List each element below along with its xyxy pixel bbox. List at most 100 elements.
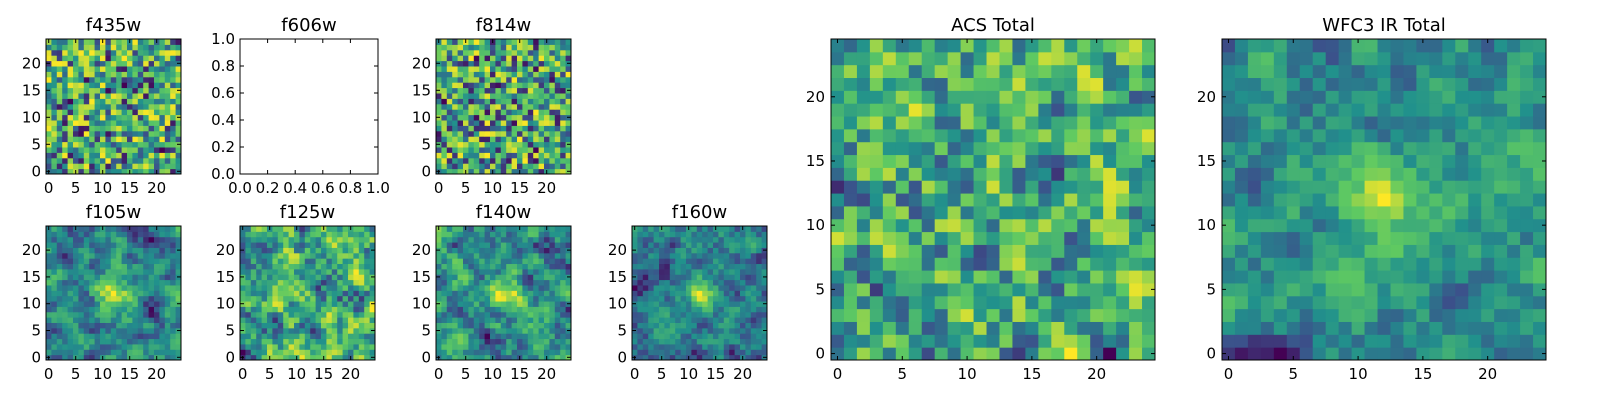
heatmap-cell <box>1064 334 1078 348</box>
heatmap-cell <box>288 322 295 329</box>
heatmap-cell <box>490 290 496 297</box>
heatmap-cell <box>127 114 133 121</box>
heatmap-cell <box>452 317 459 323</box>
heatmap-cell <box>100 60 106 67</box>
heatmap-cell <box>315 306 322 313</box>
heatmap-cell <box>1090 282 1104 297</box>
heatmap-cell <box>1286 257 1301 271</box>
heatmap-cell <box>696 311 703 318</box>
heatmap-cell <box>691 258 698 265</box>
heatmap-cell <box>164 247 171 254</box>
heatmap-cell <box>1077 295 1091 310</box>
heatmap-cell <box>299 301 306 307</box>
heatmap-cell <box>1325 347 1340 361</box>
heatmap-cell <box>457 226 464 232</box>
heatmap-cell <box>261 247 268 254</box>
heatmap-cell <box>882 128 897 143</box>
heatmap-cell <box>527 130 534 137</box>
heatmap-cell <box>1507 244 1521 258</box>
heatmap-cell <box>369 268 376 275</box>
heatmap-cell <box>511 279 518 286</box>
heatmap-cell <box>560 274 567 281</box>
heatmap-cell <box>1507 257 1521 271</box>
heatmap-cell <box>94 268 101 275</box>
heatmap-cell <box>554 163 561 170</box>
heatmap-cell <box>116 49 123 56</box>
heatmap-cell <box>143 147 150 153</box>
heatmap-cell <box>653 274 660 281</box>
panel-title: f814w <box>476 15 531 36</box>
heatmap-cell <box>73 252 79 259</box>
heatmap-cell <box>342 279 349 286</box>
heatmap-cell <box>473 263 480 270</box>
heatmap-cell <box>1051 103 1065 117</box>
heatmap-cell <box>256 317 263 323</box>
heatmap-cell <box>560 103 567 110</box>
heatmap-cell <box>522 333 529 340</box>
heatmap-cell <box>358 263 365 270</box>
heatmap-cell <box>506 168 513 175</box>
heatmap-cell <box>452 157 459 164</box>
heatmap-cell <box>294 247 300 254</box>
heatmap-cell <box>934 77 949 91</box>
heatmap-cell <box>1064 64 1078 79</box>
heatmap-cell <box>463 163 469 170</box>
heatmap-cell <box>267 290 273 297</box>
heatmap-cell <box>560 290 567 297</box>
heatmap-cell <box>973 167 988 181</box>
heatmap-cell <box>256 279 263 286</box>
heatmap-cell <box>170 301 177 307</box>
heatmap-cell <box>869 77 884 91</box>
heatmap-cell <box>1012 167 1026 181</box>
heatmap-cell <box>348 349 354 356</box>
heatmap-cell <box>1403 321 1417 335</box>
heatmap-cell <box>272 268 279 275</box>
heatmap-cell <box>321 290 327 297</box>
heatmap-cell <box>331 242 338 248</box>
heatmap-cell <box>484 279 491 286</box>
heatmap-cell <box>740 333 746 340</box>
heatmap-cell <box>1129 180 1143 194</box>
heatmap-cell <box>560 66 567 72</box>
heatmap-cell <box>170 258 177 265</box>
heatmap-cell <box>56 226 63 232</box>
heatmap-cell <box>527 290 534 297</box>
heatmap-cell <box>718 301 725 307</box>
heatmap-cell <box>143 317 150 323</box>
heatmap-cell <box>67 231 74 238</box>
heatmap-cell <box>500 274 507 281</box>
heatmap-cell <box>452 258 459 265</box>
heatmap-cell <box>565 163 572 170</box>
heatmap-cell <box>527 311 534 318</box>
heatmap-cell <box>484 55 491 62</box>
heatmap-cell <box>843 295 858 310</box>
heatmap-cell <box>565 125 572 132</box>
heatmap-cell <box>56 76 63 83</box>
heatmap-cell <box>143 44 150 51</box>
heatmap-cell <box>288 279 295 286</box>
heatmap-cell <box>921 282 936 297</box>
heatmap-cell <box>637 242 644 248</box>
heatmap-cell <box>1338 308 1353 322</box>
heatmap-cell <box>310 279 317 286</box>
heatmap-cell <box>446 87 453 94</box>
heatmap-cell <box>457 98 464 105</box>
heatmap-cell <box>446 82 453 89</box>
heatmap-cell <box>869 128 884 143</box>
heatmap-cell <box>490 76 496 83</box>
heatmap-cell <box>148 168 155 175</box>
heatmap-cell <box>1325 295 1340 310</box>
heatmap-cell <box>533 163 540 170</box>
heatmap-cell <box>506 263 513 270</box>
heatmap-cell <box>348 268 354 275</box>
heatmap-cell <box>452 114 459 121</box>
heatmap-cell <box>62 327 69 334</box>
heatmap-cell <box>831 77 845 91</box>
heatmap-cell <box>441 163 448 170</box>
heatmap-cell <box>484 306 491 313</box>
heatmap-cell <box>1038 334 1052 348</box>
heatmap-cell <box>527 317 534 323</box>
heatmap-cell <box>353 327 360 334</box>
heatmap-cell <box>83 306 90 313</box>
heatmap-cell <box>538 82 545 89</box>
